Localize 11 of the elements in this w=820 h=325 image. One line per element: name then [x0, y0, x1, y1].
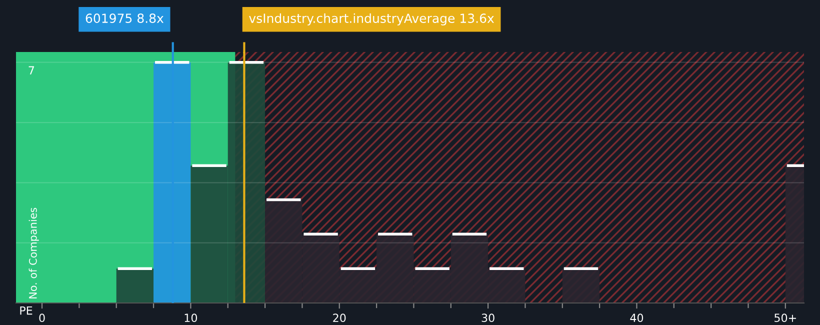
x-tick-label: 50+	[774, 314, 796, 322]
x-tick-label: 0	[39, 314, 45, 322]
x-tick-label: 30	[482, 314, 494, 322]
x-tick-label: 20	[333, 314, 346, 322]
ref-line-label: 601975 8.8x	[86, 14, 164, 23]
x-axis-title: PE	[20, 306, 32, 315]
ref-line-label: vsIndustry.chart.industryAverage 13.6x	[249, 13, 494, 26]
x-tick-label: 10	[184, 314, 198, 322]
x-tick-label: 40	[630, 314, 644, 322]
annotation: 7	[28, 66, 34, 74]
y-axis-title: No. of Companies	[28, 208, 39, 298]
